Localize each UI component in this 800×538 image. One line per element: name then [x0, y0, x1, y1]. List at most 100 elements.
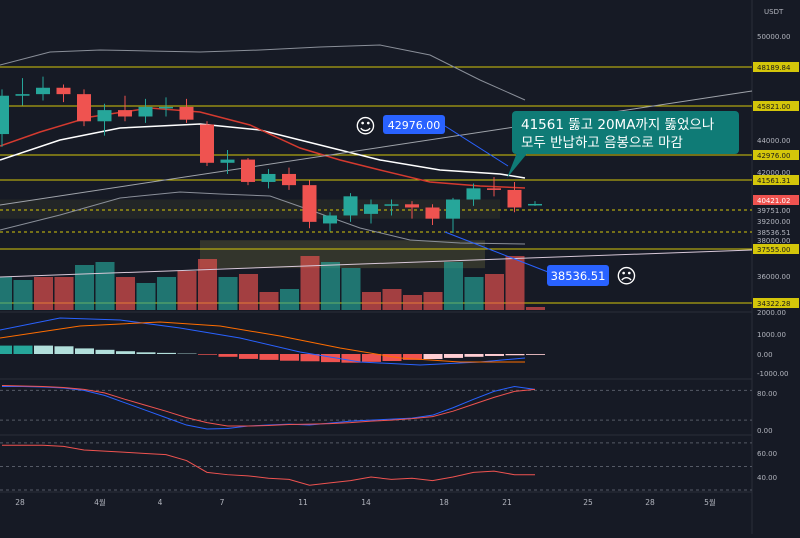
candle-body[interactable] — [282, 174, 296, 185]
macd-pane — [0, 318, 545, 365]
candle-body[interactable] — [180, 107, 194, 120]
volume-bar — [157, 277, 176, 310]
price-label: 37555.00 — [757, 246, 790, 254]
price-label: 38000.00 — [757, 237, 790, 245]
rsi-line — [2, 445, 535, 485]
time-tick-label: 4월 — [94, 497, 106, 507]
volume-bar — [403, 295, 422, 310]
candle-body[interactable] — [262, 174, 276, 182]
macd-histogram-bar — [506, 354, 525, 355]
candle-body[interactable] — [364, 204, 378, 214]
volume-bar — [362, 292, 381, 310]
comment-pointer — [507, 150, 530, 178]
time-tick-label: 11 — [298, 498, 308, 507]
volume-bar — [198, 259, 217, 310]
macd-histogram-bar — [116, 351, 135, 354]
price-label: 38536.51 — [757, 229, 790, 237]
rsi-pane — [0, 443, 752, 490]
candle-body[interactable] — [139, 107, 153, 117]
candle-body[interactable] — [528, 204, 542, 206]
oscillator-tick-label: 0.00 — [757, 427, 773, 435]
price-label: 42976.00 — [757, 152, 790, 160]
price-label: 39751.00 — [757, 207, 790, 215]
macd-histogram-bar — [239, 354, 258, 359]
candle-body[interactable] — [77, 94, 91, 121]
volume-bar — [506, 256, 525, 310]
price-axis[interactable]: 50000.0044000.0042000.0036000.0048189.84… — [753, 33, 799, 482]
volume-bar — [178, 271, 197, 310]
macd-histogram-bar — [55, 346, 74, 354]
candle-body[interactable] — [200, 124, 214, 162]
bottom-price-callout-text: 38536.51 — [551, 269, 606, 283]
price-label: 40421.02 — [757, 197, 790, 205]
candle-body[interactable] — [57, 88, 71, 94]
price-label: 2000.00 — [757, 309, 786, 317]
candle-body[interactable] — [467, 188, 481, 199]
axis-currency: USDT — [764, 8, 784, 16]
time-tick-label: 25 — [583, 498, 593, 507]
candle-body[interactable] — [344, 196, 358, 215]
price-label: 34322.28 — [757, 300, 790, 308]
macd-histogram-bar — [362, 354, 381, 362]
volume-bar — [424, 292, 443, 310]
macd-histogram-bar — [137, 352, 156, 354]
macd-tick-label: -1000.00 — [757, 370, 788, 378]
macd-histogram-bar — [0, 346, 12, 354]
macd-histogram-bar — [465, 354, 484, 357]
candle-body[interactable] — [159, 107, 173, 109]
price-tick-label: 44000.00 — [757, 137, 790, 145]
candle-body[interactable] — [0, 96, 9, 134]
time-tick-label: 21 — [502, 498, 512, 507]
candle-body[interactable] — [426, 207, 440, 218]
macd-histogram-bar — [157, 353, 176, 354]
happy-face-icon: ☺ — [355, 114, 376, 138]
long-ma-line — [0, 124, 525, 178]
price-tick-label: 50000.00 — [757, 33, 790, 41]
macd-histogram-bar — [219, 354, 238, 357]
volume-bar — [239, 274, 258, 310]
oscillator-tick-label: 80.00 — [757, 390, 777, 398]
macd-histogram-bar — [444, 354, 463, 358]
volume-bar — [219, 277, 238, 310]
macd-histogram-bar — [260, 354, 279, 360]
candle-body[interactable] — [323, 215, 337, 223]
macd-tick-label: 1000.00 — [757, 331, 786, 339]
volume-bar — [260, 292, 279, 310]
rsi-tick-label: 40.00 — [757, 474, 777, 482]
candle-body[interactable] — [446, 200, 460, 219]
time-tick-label: 4 — [158, 498, 163, 507]
volume-bar — [342, 268, 361, 310]
price-label: 45821.00 — [757, 103, 790, 111]
candle-body[interactable] — [385, 204, 399, 206]
candle-body[interactable] — [118, 110, 132, 116]
comment-line-1: 41561 뚫고 20MA까지 뚫었으나 — [521, 117, 714, 133]
volume-bar — [116, 277, 135, 310]
range-zone — [0, 200, 500, 219]
candle-body[interactable] — [241, 160, 255, 182]
candle-body[interactable] — [36, 88, 50, 94]
price-tick-label: 36000.00 — [757, 273, 790, 281]
comment-line-2: 모두 반납하고 음봉으로 마감 — [521, 135, 683, 151]
time-tick-label: 18 — [439, 498, 449, 507]
volume-bar — [280, 289, 299, 310]
volume-zone — [200, 240, 485, 268]
macd-histogram-bar — [526, 354, 545, 355]
candle-body[interactable] — [221, 160, 235, 163]
consolidation-zone — [0, 200, 500, 269]
candle-body[interactable] — [405, 204, 419, 207]
candle-body[interactable] — [487, 188, 501, 190]
candle-body[interactable] — [98, 110, 112, 121]
volume-bar — [485, 274, 504, 310]
candle-body[interactable] — [508, 190, 522, 208]
volume-bar — [96, 262, 115, 310]
volume-bar — [137, 283, 156, 310]
sad-face-icon: ☹ — [616, 264, 637, 288]
bollinger-upper — [0, 45, 525, 100]
volume-bar — [34, 277, 53, 310]
candle-body[interactable] — [16, 94, 30, 96]
candle-body[interactable] — [303, 185, 317, 222]
time-tick-label: 5월 — [704, 497, 716, 507]
